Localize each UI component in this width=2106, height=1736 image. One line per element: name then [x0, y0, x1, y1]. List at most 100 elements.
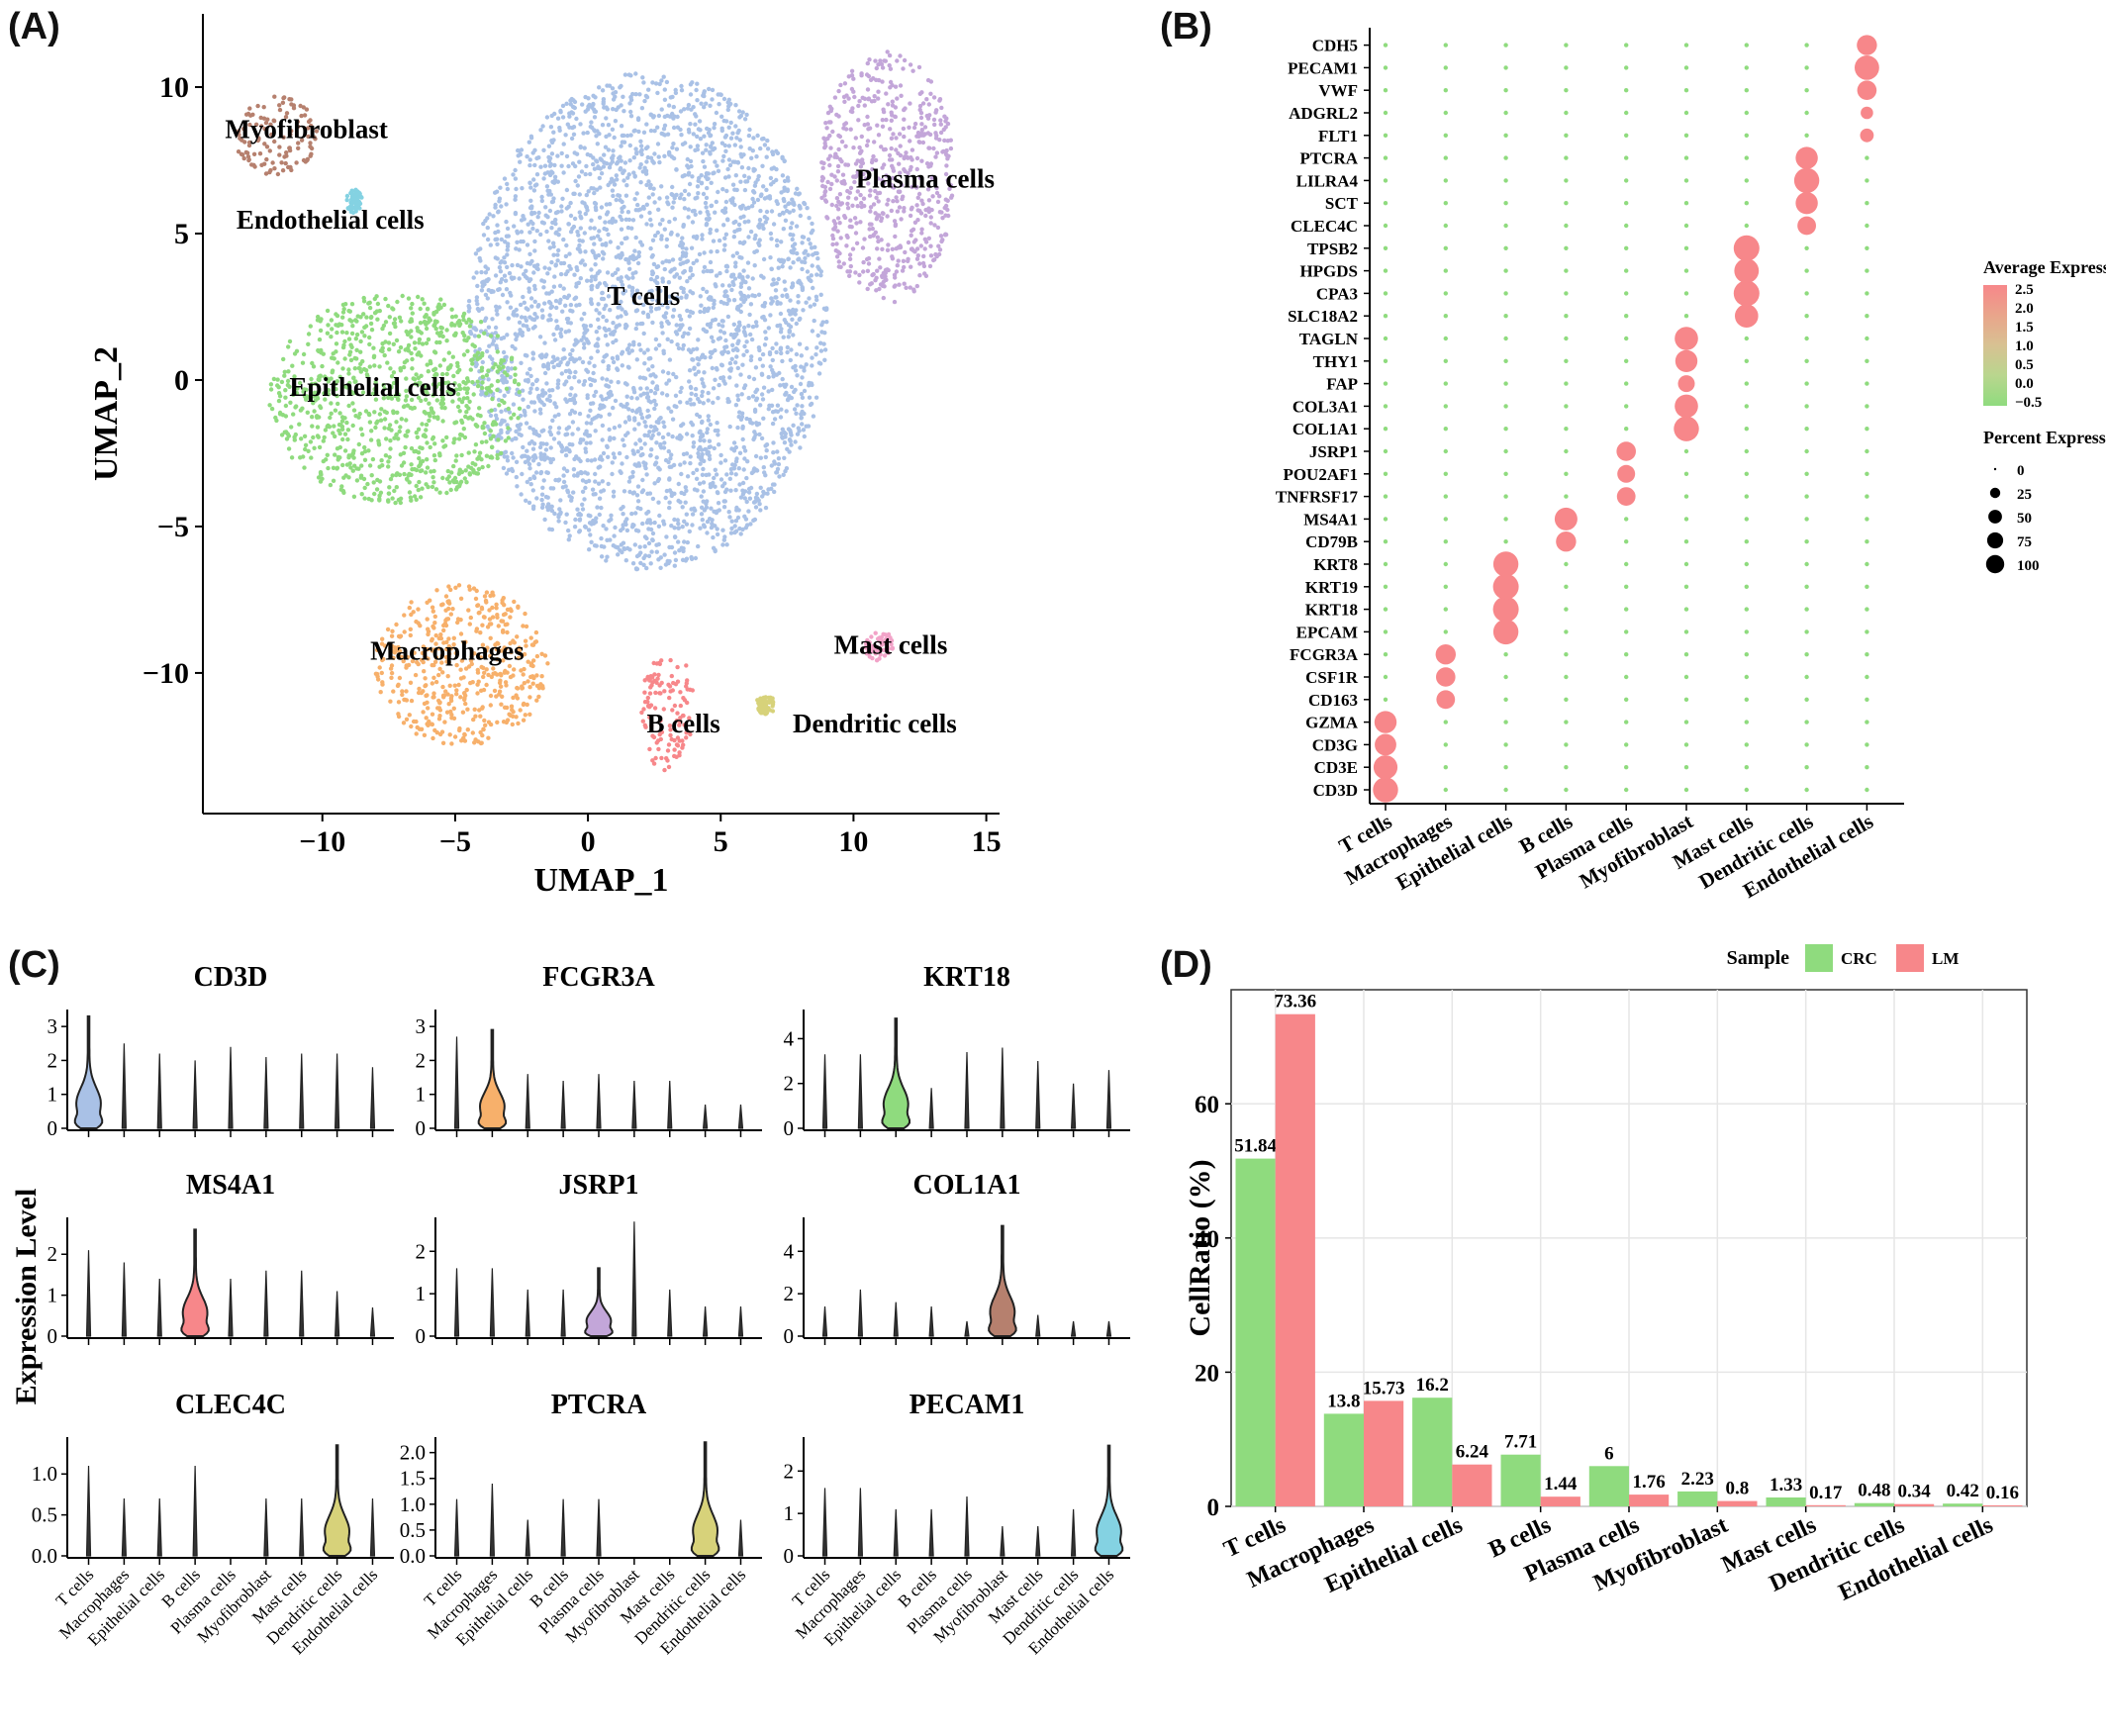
umap-point — [505, 181, 510, 187]
umap-point — [395, 299, 400, 305]
umap-point — [735, 365, 740, 371]
umap-point — [597, 215, 603, 220]
umap-point — [335, 446, 340, 451]
umap-point — [503, 278, 509, 283]
umap-point — [642, 361, 647, 366]
umap-point — [482, 331, 487, 336]
umap-point — [541, 285, 546, 290]
umap-point — [734, 250, 739, 255]
umap-point — [541, 176, 546, 181]
umap-point — [528, 219, 533, 225]
umap-point — [829, 202, 834, 208]
umap-point — [747, 127, 752, 133]
umap-point — [936, 251, 942, 257]
umap-point — [321, 438, 326, 443]
umap-point — [621, 505, 625, 510]
umap-point — [353, 318, 358, 323]
umap-point — [641, 460, 646, 465]
umap-point — [488, 703, 493, 708]
umap-point — [428, 358, 432, 364]
umap-point — [780, 154, 785, 159]
umap-point — [779, 350, 784, 356]
umap-point — [697, 119, 703, 124]
umap-point — [276, 398, 282, 404]
umap-point — [728, 530, 734, 535]
umap-point — [425, 600, 430, 605]
umap-point — [722, 381, 727, 386]
umap-point — [758, 508, 763, 513]
umap-point — [646, 509, 651, 515]
umap-point — [461, 352, 467, 357]
umap-point — [762, 143, 768, 147]
umap-point — [708, 482, 713, 487]
umap-point — [740, 362, 745, 367]
umap-point — [597, 311, 602, 316]
umap-point — [761, 184, 766, 189]
umap-point — [494, 308, 499, 313]
umap-point — [926, 198, 932, 203]
umap-point — [300, 406, 305, 411]
umap-point — [422, 669, 427, 674]
umap-point — [427, 722, 431, 726]
umap-point — [738, 113, 743, 119]
umap-point — [675, 125, 681, 130]
umap-point — [791, 365, 796, 370]
umap-point — [513, 366, 518, 371]
umap-point — [579, 216, 584, 221]
umap-point — [491, 365, 496, 370]
umap-point — [459, 418, 464, 424]
umap-point — [690, 291, 696, 296]
umap-point — [746, 133, 752, 139]
umap-point — [655, 142, 661, 146]
umap-point — [632, 128, 637, 133]
umap-point — [679, 192, 684, 197]
umap-point — [479, 269, 484, 275]
umap-point — [453, 314, 458, 319]
umap-point — [650, 320, 655, 326]
umap-point — [706, 217, 712, 222]
umap-point — [687, 529, 692, 534]
umap-point — [903, 249, 908, 255]
umap-point — [742, 448, 748, 453]
umap-point — [634, 566, 640, 572]
umap-point — [682, 197, 687, 202]
umap-point — [371, 354, 377, 360]
umap-point — [364, 315, 369, 320]
umap-point — [472, 343, 477, 349]
umap-point — [670, 111, 675, 117]
umap-point — [593, 389, 599, 395]
umap-point — [444, 338, 449, 343]
umap-point — [759, 392, 765, 397]
umap-point — [690, 272, 695, 278]
umap-point — [762, 470, 767, 475]
umap-point — [276, 385, 281, 390]
umap-point — [726, 283, 732, 288]
umap-point — [602, 152, 607, 157]
umap-point — [708, 227, 713, 233]
umap-point — [567, 114, 572, 119]
umap-point — [511, 312, 516, 317]
umap-point — [273, 415, 278, 421]
umap-point — [444, 434, 449, 440]
umap-point — [904, 150, 909, 155]
umap-point — [563, 303, 568, 308]
umap-point — [517, 432, 522, 436]
umap-point — [568, 302, 574, 308]
umap-point — [792, 407, 798, 412]
umap-point — [730, 253, 735, 258]
umap-point — [543, 447, 549, 452]
umap-point — [515, 262, 521, 268]
umap-point — [286, 344, 291, 349]
umap-point — [561, 479, 567, 485]
umap-point — [836, 88, 841, 94]
umap-point — [718, 375, 723, 381]
umap-point — [561, 347, 566, 352]
umap-point — [538, 164, 543, 169]
umap-point — [551, 284, 557, 289]
umap-point — [601, 296, 607, 302]
umap-point — [710, 87, 716, 93]
umap-point — [335, 323, 340, 329]
umap-point — [691, 105, 696, 110]
umap-point — [643, 424, 648, 429]
umap-point — [728, 466, 734, 472]
